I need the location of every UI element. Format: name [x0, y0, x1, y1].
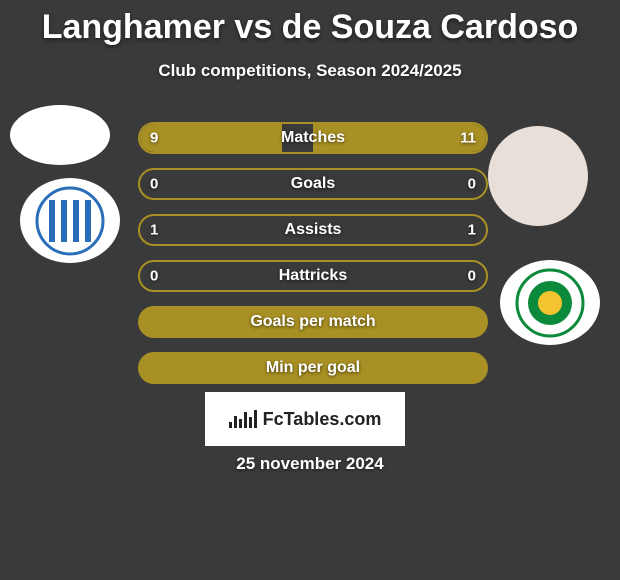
- stat-row: Min per goal: [138, 352, 488, 384]
- shield-icon: [35, 186, 105, 256]
- crest-icon: [515, 268, 585, 338]
- stat-row: 1 1 Assists: [138, 214, 488, 246]
- stat-value-right: 0: [468, 268, 476, 285]
- stat-fill-left: [140, 124, 282, 152]
- player-left-avatar: [10, 105, 110, 165]
- subtitle: Club competitions, Season 2024/2025: [0, 61, 620, 81]
- watermark: FcTables.com: [205, 392, 405, 446]
- watermark-text: FcTables.com: [263, 409, 382, 430]
- stat-row: 0 0 Goals: [138, 168, 488, 200]
- stat-value-right: 0: [468, 176, 476, 193]
- stat-label: Goals: [291, 175, 335, 193]
- stat-label: Assists: [285, 221, 342, 239]
- stat-label: Min per goal: [266, 359, 360, 377]
- stat-row: Goals per match: [138, 306, 488, 338]
- stat-label: Matches: [281, 129, 345, 147]
- stat-value-left: 0: [150, 268, 158, 285]
- chart-icon: [229, 410, 257, 428]
- stat-label: Hattricks: [279, 267, 347, 285]
- stat-row: 9 11 Matches: [138, 122, 488, 154]
- stat-label: Goals per match: [250, 313, 375, 331]
- page-title: Langhamer vs de Souza Cardoso: [0, 0, 620, 47]
- player-right-avatar: [488, 126, 588, 226]
- club-badge-right: [500, 260, 600, 345]
- stat-rows: 911Matches00Goals11Assists00HattricksGoa…: [138, 122, 488, 398]
- stat-value-right: 1: [468, 222, 476, 239]
- stat-value-left: 1: [150, 222, 158, 239]
- club-badge-left: [20, 178, 120, 263]
- stat-value-left: 0: [150, 176, 158, 193]
- stat-value-left: 9: [150, 130, 158, 147]
- stat-row: 0 0 Hattricks: [138, 260, 488, 292]
- date-label: 25 november 2024: [0, 454, 620, 474]
- stat-value-right: 11: [460, 130, 476, 147]
